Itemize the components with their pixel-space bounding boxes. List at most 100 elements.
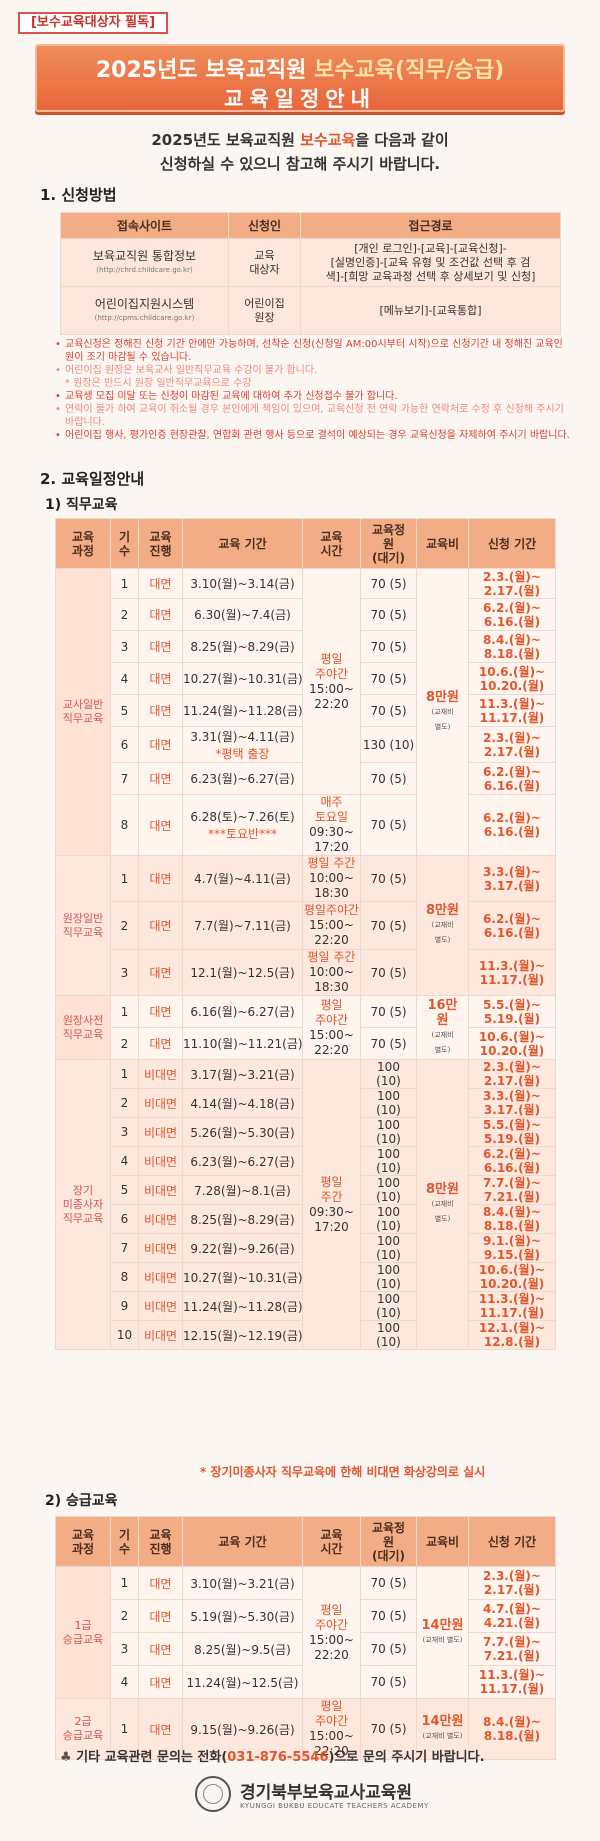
apply-period-cell: 2.3.(월)~ 2.17.(월) bbox=[468, 726, 556, 763]
time-hours: 15:00~ 22:20 bbox=[309, 918, 354, 947]
header-period: 교육 기간 bbox=[182, 518, 303, 569]
mode-cell: 비대면 bbox=[138, 1291, 183, 1321]
capacity-cell: 70 (5) bbox=[360, 855, 417, 902]
time-label: 평일 주간 bbox=[307, 950, 356, 964]
capacity-cell: 100 (10) bbox=[360, 1175, 417, 1205]
period-cell: 12.1(월)~12.5(금) bbox=[182, 949, 303, 996]
mode-cell: 대면 bbox=[138, 1566, 183, 1600]
period-cell: 5.26(월)~5.30(금) bbox=[182, 1117, 303, 1147]
mode-cell: 대면 bbox=[138, 794, 183, 856]
period-cell: 11.24(월)~11.28(금) bbox=[182, 1291, 303, 1321]
site-name: 어린이집지원시스템 bbox=[94, 296, 195, 311]
capacity-cell: 70 (5) bbox=[360, 568, 417, 599]
note-item: 연락이 불가 하여 교육이 취소될 경우 본인에게 책임이 있으며, 교육신청 … bbox=[55, 403, 570, 429]
capacity-cell: 100 (10) bbox=[360, 1320, 417, 1350]
fee-cell: 8만원 (교재비 별도) bbox=[416, 568, 469, 856]
period-text: 10.27(월)~10.31(금) bbox=[183, 1270, 303, 1285]
mode-cell: 대면 bbox=[138, 568, 183, 599]
seq-cell: 2 bbox=[110, 901, 139, 950]
capacity-cell: 70 (5) bbox=[360, 662, 417, 695]
period-text: 12.1(월)~12.5(금) bbox=[190, 966, 295, 980]
capacity-cell: 100 (10) bbox=[360, 1059, 417, 1089]
header-title: 2025년도 보육교직원 보수교육(직무/승급) bbox=[37, 52, 563, 84]
promotion-training-table: 교육 과정 기 수 교육 진행 교육 기간 교육 시간 교육정 원 (대기) 교… bbox=[55, 1516, 556, 1760]
header-fee: 교육비 bbox=[416, 1516, 469, 1567]
header-mode: 교육 진행 bbox=[138, 518, 183, 569]
period-text: 5.19(월)~5.30(금) bbox=[190, 1609, 295, 1624]
time-hours: 15:00~ 22:20 bbox=[309, 1027, 354, 1057]
table-row: 보육교직원 통합정보 (http://chrd.childcare.go.kr)… bbox=[60, 238, 561, 287]
seq-cell: 3 bbox=[110, 1632, 139, 1666]
period-text: 9.22(월)~9.26(금) bbox=[190, 1241, 295, 1256]
period-cell: 6.16(월)~6.27(금) bbox=[182, 995, 303, 1028]
seq-cell: 1 bbox=[110, 855, 139, 902]
seq-cell: 7 bbox=[110, 762, 139, 795]
apply-period-cell: 2.3.(월)~ 2.17.(월) bbox=[468, 1566, 556, 1600]
seq-cell: 3 bbox=[110, 630, 139, 663]
apply-period-cell: 10.6.(월)~ 10.20.(월) bbox=[468, 1262, 556, 1292]
capacity-cell: 70 (5) bbox=[360, 1599, 417, 1633]
time-hours: 09:30~ 17:20 bbox=[309, 1204, 354, 1234]
apply-header-site: 접속사이트 bbox=[60, 212, 229, 239]
time-label: 평일 주야간 bbox=[314, 1602, 349, 1632]
apply-period-cell: 6.2.(월)~ 6.16.(월) bbox=[468, 598, 556, 631]
remote-note: * 장기미종사자 직무교육에 한해 비대면 화상강의로 실시 bbox=[200, 1465, 486, 1479]
note-item: 어린이집 행사, 평가인증 현장관찰, 연합회 관련 행사 등으로 결석이 예상… bbox=[55, 429, 570, 442]
mode-cell: 비대면 bbox=[138, 1233, 183, 1263]
seq-cell: 4 bbox=[110, 1146, 139, 1176]
mode-cell: 비대면 bbox=[138, 1146, 183, 1176]
period-text: 7.7(월)~7.11(금) bbox=[194, 919, 291, 933]
apply-header-path: 접근경로 bbox=[300, 212, 561, 239]
intro-text: 2025년도 보육교직원 보수교육을 다음과 같이 신청하실 수 있으니 참고해… bbox=[0, 128, 600, 176]
period-text: 5.26(월)~5.30(금) bbox=[190, 1125, 295, 1140]
apply-applicant-cell: 교육 대상자 bbox=[228, 238, 301, 287]
apply-period-cell: 11.3.(월)~ 11.17.(월) bbox=[468, 949, 556, 996]
site-url[interactable]: (http://cpms.childcare.go.kr) bbox=[94, 313, 195, 322]
mode-cell: 대면 bbox=[138, 630, 183, 663]
header-time: 교육 시간 bbox=[302, 1516, 361, 1567]
mode-cell: 대면 bbox=[138, 995, 183, 1028]
time-label: 매주 토요일 bbox=[314, 795, 349, 824]
period-cell: 4.7(월)~4.11(금) bbox=[182, 855, 303, 902]
period-text: 6.28(토)~7.26(토) bbox=[190, 810, 295, 824]
capacity-cell: 100 (10) bbox=[360, 1117, 417, 1147]
mode-cell: 대면 bbox=[138, 662, 183, 695]
period-cell: 7.28(월)~8.1(금) bbox=[182, 1175, 303, 1205]
table-row: 2 대면 7.7(월)~7.11(금) 평일주야간 15:00~ 22:20 70 (5)… bbox=[56, 901, 556, 950]
seq-cell: 4 bbox=[110, 1665, 139, 1699]
intro-pre: 2025년도 보육교직원 bbox=[151, 131, 301, 149]
period-text: 4.7(월)~4.11(금) bbox=[194, 872, 291, 886]
period-cell: 11.10(월)~11.21(금) bbox=[182, 1027, 303, 1060]
capacity-cell: 100 (10) bbox=[360, 1233, 417, 1263]
mode-cell: 대면 bbox=[138, 855, 183, 902]
contact-phone[interactable]: 031-876-5546 bbox=[227, 1750, 329, 1765]
apply-period-cell: 11.3.(월)~ 11.17.(월) bbox=[468, 694, 556, 727]
period-cell: 4.14(월)~4.18(금) bbox=[182, 1088, 303, 1118]
time-label: 평일주야간 bbox=[303, 903, 360, 917]
capacity-cell: 70 (5) bbox=[360, 762, 417, 795]
header-subtitle: 교육일정안내 bbox=[224, 87, 376, 111]
header-seq-text: 기 수 bbox=[118, 529, 131, 558]
period-cell: 8.25(월)~8.29(금) bbox=[182, 1204, 303, 1234]
apply-path-cell: [개인 로그인]-[교육]-[교육신청]- [실명인증]-[교육 유형 및 조건… bbox=[300, 238, 561, 287]
seq-cell: 1 bbox=[110, 568, 139, 599]
time-cell: 평일주야간 15:00~ 22:20 bbox=[302, 901, 361, 950]
course-cell: 2급 승급교육 bbox=[55, 1698, 111, 1760]
apply-period-cell: 6.2.(월)~ 6.16.(월) bbox=[468, 1146, 556, 1176]
time-cell: 평일 주간 10:00~ 18:30 bbox=[302, 855, 361, 902]
period-text: 8.25(월)~9.5(금) bbox=[194, 1642, 291, 1657]
apply-period-cell: 12.1.(월)~ 12.8.(월) bbox=[468, 1320, 556, 1350]
apply-period-cell: 10.6.(월)~ 10.20.(월) bbox=[468, 1027, 556, 1060]
period-cell: 5.19(월)~5.30(금) bbox=[182, 1599, 303, 1633]
site-url[interactable]: (http://chrd.childcare.go.kr) bbox=[96, 265, 193, 274]
note-item: 교육생 모집 미달 또는 신청이 마감된 교육에 대하여 추가 신청접수 불가 … bbox=[55, 390, 570, 403]
time-label: 평일 주야간 bbox=[314, 651, 349, 681]
time-hours: 10:00~ 18:30 bbox=[309, 871, 354, 900]
period-text: 11.24(월)~11.28(금) bbox=[183, 704, 303, 718]
note-item: 교육신청은 정해진 신청 기간 안에만 가능하며, 선착순 신청(신청일 AM:… bbox=[55, 338, 570, 364]
header-banner: 2025년도 보육교직원 보수교육(직무/승급) 교육일정안내 bbox=[35, 44, 565, 112]
period-cell: 3.10(월)~3.21(금) bbox=[182, 1566, 303, 1600]
time-hours: 09:30~ 17:20 bbox=[309, 825, 354, 854]
capacity-cell: 100 (10) bbox=[360, 1088, 417, 1118]
period-cell: 10.27(월)~10.31(금) bbox=[182, 662, 303, 695]
